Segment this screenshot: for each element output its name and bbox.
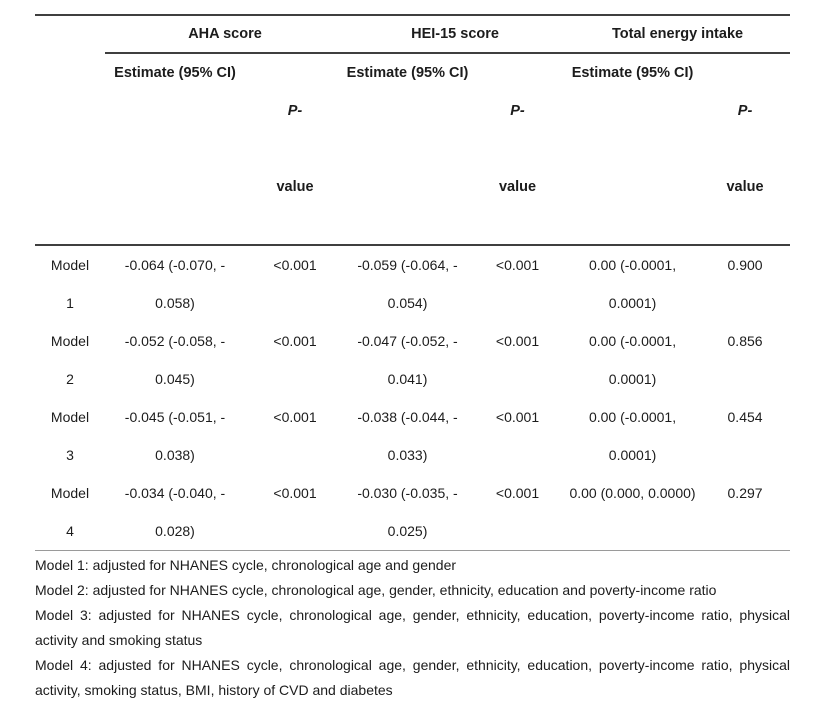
energy-pvalue-cell: 0.856: [727, 333, 763, 349]
energy-pvalue-cell: 0.297: [700, 474, 791, 551]
aha-estimate-cell: -0.052 (-0.058, - 0.045): [124, 333, 226, 387]
results-table: AHA score HEI-15 score Total energy inta…: [35, 14, 791, 551]
corner-cell-2: [35, 53, 105, 246]
hei-estimate-cell: -0.038 (-0.044, - 0.033): [357, 409, 458, 463]
aha-estimate-header: Estimate (95% CI): [105, 53, 245, 246]
pvalue-header-line2: value: [726, 179, 764, 195]
hei-pvalue-cell: <0.001: [470, 474, 566, 551]
model-cell: Model 4: [35, 474, 105, 551]
corner-cell: [35, 14, 105, 53]
sub-header-row: Estimate (95% CI) P- value Estimate (95%…: [35, 53, 791, 246]
table-row-model-2: Model 2 -0.052 (-0.058, - 0.045) <0.001 …: [35, 322, 790, 398]
table-row-model-3: Model 3 -0.045 (-0.051, - 0.038) <0.001 …: [35, 398, 790, 474]
model-cell: Model 1: [50, 257, 90, 311]
energy-estimate-cell: 0.00 (0.000, 0.0000): [565, 474, 701, 551]
aha-pvalue-cell: <0.001: [273, 257, 317, 273]
pvalue-header-line1: P-: [737, 103, 753, 119]
group-header-total-energy-intake: Total energy intake: [565, 14, 791, 54]
hei-estimate-cell: -0.059 (-0.064, - 0.054): [357, 257, 458, 311]
hei-pvalue-cell: <0.001: [495, 409, 540, 425]
energy-pvalue-cell: 0.454: [727, 409, 763, 425]
footnote-model-1: Model 1: adjusted for NHANES cycle, chro…: [35, 557, 457, 573]
hei-pvalue-header: P- value: [470, 53, 566, 246]
pvalue-header-line2: value: [498, 179, 537, 195]
pvalue-header-line1: P-: [510, 103, 525, 119]
footnote-model-3: Model 3: adjusted for NHANES cycle, chro…: [35, 607, 790, 648]
energy-estimate-cell: 0.00 (-0.0001, 0.0001): [588, 409, 677, 463]
energy-estimate-cell: 0.00 (-0.0001, 0.0001): [588, 333, 677, 387]
table-row-model-1: Model 1 -0.064 (-0.070, - 0.058) <0.001 …: [35, 245, 790, 322]
hei-pvalue-cell: <0.001: [495, 257, 540, 273]
hei-estimate-cell: -0.047 (-0.052, - 0.041): [357, 333, 458, 387]
group-header-row: AHA score HEI-15 score Total energy inta…: [35, 14, 791, 54]
energy-pvalue-header: P- value: [700, 53, 791, 246]
footnote-model-4: Model 4: adjusted for NHANES cycle, chro…: [35, 657, 790, 698]
aha-estimate-cell: -0.045 (-0.051, - 0.038): [124, 409, 226, 463]
group-header-hei15-score: HEI-15 score: [345, 14, 566, 54]
table-footnotes: Model 1: adjusted for NHANES cycle, chro…: [35, 553, 790, 703]
aha-pvalue-cell: <0.001: [245, 474, 346, 551]
aha-pvalue-cell: <0.001: [273, 333, 317, 349]
aha-estimate-cell: -0.064 (-0.070, - 0.058): [124, 257, 226, 311]
footnote-model-2: Model 2: adjusted for NHANES cycle, chro…: [35, 582, 717, 598]
pvalue-header-line2: value: [276, 179, 314, 195]
energy-estimate-cell: 0.00 (-0.0001, 0.0001): [588, 257, 677, 311]
hei-estimate-cell: -0.030 (-0.035, - 0.025): [345, 474, 471, 551]
model-cell: Model 2: [50, 333, 90, 387]
hei-pvalue-cell: <0.001: [495, 333, 540, 349]
pvalue-header-line1: P-: [287, 103, 303, 119]
model-cell: Model 3: [50, 409, 90, 463]
energy-pvalue-cell: 0.900: [727, 257, 763, 273]
aha-estimate-cell: -0.034 (-0.040, - 0.028): [105, 474, 245, 551]
hei-estimate-header: Estimate (95% CI): [345, 53, 471, 246]
energy-estimate-header: Estimate (95% CI): [565, 53, 701, 246]
aha-pvalue-header: P- value: [245, 53, 346, 246]
aha-pvalue-cell: <0.001: [273, 409, 317, 425]
table-row-model-4: Model 4 -0.034 (-0.040, - 0.028) <0.001 …: [35, 474, 791, 551]
group-header-aha-score: AHA score: [105, 14, 346, 54]
paper-table-page: AHA score HEI-15 score Total energy inta…: [35, 14, 791, 703]
